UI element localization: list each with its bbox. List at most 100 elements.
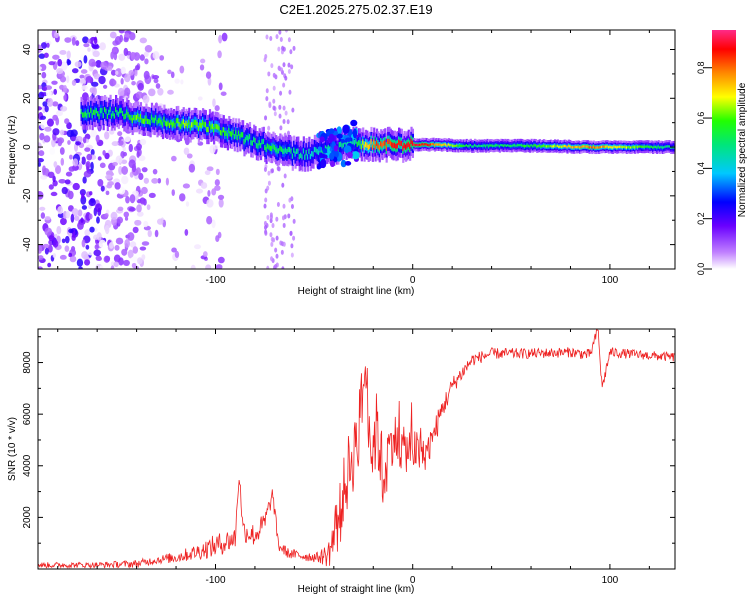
- noise-speckle: [202, 251, 208, 258]
- ridge-cell: [203, 121, 206, 127]
- ridge-cell: [588, 146, 591, 149]
- x-tick-label: -100: [205, 575, 225, 586]
- noise-speckle: [130, 51, 135, 61]
- ridge-cell: [393, 142, 397, 148]
- ridge-cell: [642, 145, 645, 148]
- noise-speckle: [84, 147, 91, 152]
- noise-speckle: [129, 241, 137, 248]
- noise-speckle: [139, 138, 147, 146]
- noise-speckle: [141, 167, 148, 173]
- ridge-cell: [306, 154, 310, 160]
- ridge-cell: [600, 145, 604, 149]
- noise-speckle: [81, 205, 88, 210]
- ridge-cell: [268, 144, 271, 150]
- x-tick-label: -100: [205, 275, 225, 286]
- ridge-cell: [493, 144, 496, 148]
- noise-speckle: [174, 250, 180, 259]
- ridge-cell: [219, 130, 223, 136]
- snr-xlabel: Height of straight line (km): [298, 584, 415, 595]
- ridge-cell: [490, 144, 493, 147]
- noise-speckle: [43, 135, 51, 143]
- ridge-cell: [540, 145, 543, 148]
- ridge-cell: [139, 114, 143, 120]
- ridge-cell: [556, 144, 559, 147]
- ridge-cell: [392, 143, 395, 149]
- y-tick-label: 2000: [22, 506, 33, 529]
- noise-speckle: [38, 150, 45, 157]
- noise-speckle: [269, 214, 273, 220]
- noise-speckle: [270, 241, 274, 247]
- noise-speckle: [115, 155, 123, 164]
- ridge-blob: [343, 145, 352, 154]
- ridge-cell: [128, 114, 132, 120]
- noise-speckle: [48, 184, 54, 190]
- ridge-cell: [596, 146, 599, 149]
- figure-title: C2E1.2025.275.02.37.E19: [279, 2, 432, 17]
- noise-speckle: [272, 85, 276, 91]
- ridge-cell: [404, 144, 408, 150]
- ridge-cell: [447, 143, 450, 146]
- noise-speckle: [264, 188, 268, 194]
- ridge-cell: [547, 145, 550, 148]
- noise-speckle: [157, 177, 162, 184]
- ridge-cell: [533, 144, 536, 147]
- noise-speckle: [104, 213, 109, 218]
- noise-speckle: [92, 50, 100, 58]
- ridge-cell: [548, 145, 551, 148]
- noise-speckle: [40, 115, 46, 120]
- noise-speckle: [211, 219, 216, 229]
- noise-speckle: [89, 226, 95, 233]
- ridge-cell: [375, 140, 379, 146]
- ridge-cell: [288, 146, 292, 153]
- noise-speckle: [64, 118, 70, 125]
- ridge-cell: [106, 113, 109, 120]
- noise-speckle: [105, 209, 110, 215]
- noise-speckle: [115, 237, 124, 245]
- ridge-cell: [356, 141, 359, 147]
- noise-speckle: [70, 213, 75, 223]
- ridge-cell: [577, 145, 580, 148]
- ridge-cell: [429, 143, 432, 146]
- ridge-cell: [460, 144, 463, 147]
- noise-speckle: [104, 131, 110, 140]
- noise-speckle: [290, 196, 294, 202]
- noise-speckle: [194, 244, 202, 250]
- noise-speckle: [217, 256, 225, 264]
- ridge-cell: [603, 145, 606, 148]
- ridge-cell: [244, 137, 247, 143]
- ridge-cell: [312, 151, 315, 157]
- ridge-cell: [153, 117, 156, 124]
- noise-speckle: [44, 216, 51, 221]
- ridge-cell: [293, 147, 296, 153]
- ridge-cell: [562, 145, 565, 148]
- noise-speckle: [79, 79, 86, 84]
- y-tick-label: 0: [22, 144, 33, 150]
- ridge-cell: [636, 146, 640, 149]
- ridge-cell: [482, 144, 485, 148]
- noise-speckle: [81, 156, 86, 165]
- noise-speckle: [44, 227, 53, 236]
- ridge-cell: [582, 145, 586, 148]
- noise-speckle: [75, 40, 80, 47]
- noise-speckle: [59, 75, 67, 83]
- ridge-cell: [255, 142, 259, 149]
- noise-speckle: [156, 218, 164, 225]
- ridge-cell: [449, 144, 452, 147]
- noise-speckle: [110, 211, 118, 220]
- ridge-cell: [565, 145, 568, 148]
- noise-speckle: [103, 255, 110, 263]
- noise-speckle: [66, 129, 74, 138]
- noise-speckle: [83, 170, 92, 178]
- noise-speckle: [199, 64, 205, 71]
- noise-speckle: [286, 130, 290, 136]
- noise-speckle: [148, 88, 156, 97]
- noise-speckle: [205, 264, 212, 269]
- noise-speckle: [59, 129, 65, 136]
- noise-speckle: [80, 217, 84, 223]
- ridge-cell: [571, 146, 575, 149]
- snr-panel: -100 0 100 2000 4000 6000 8000 Height of strai…: [7, 328, 676, 595]
- noise-speckle: [282, 118, 286, 124]
- noise-speckle: [97, 179, 104, 187]
- noise-speckle: [96, 216, 100, 224]
